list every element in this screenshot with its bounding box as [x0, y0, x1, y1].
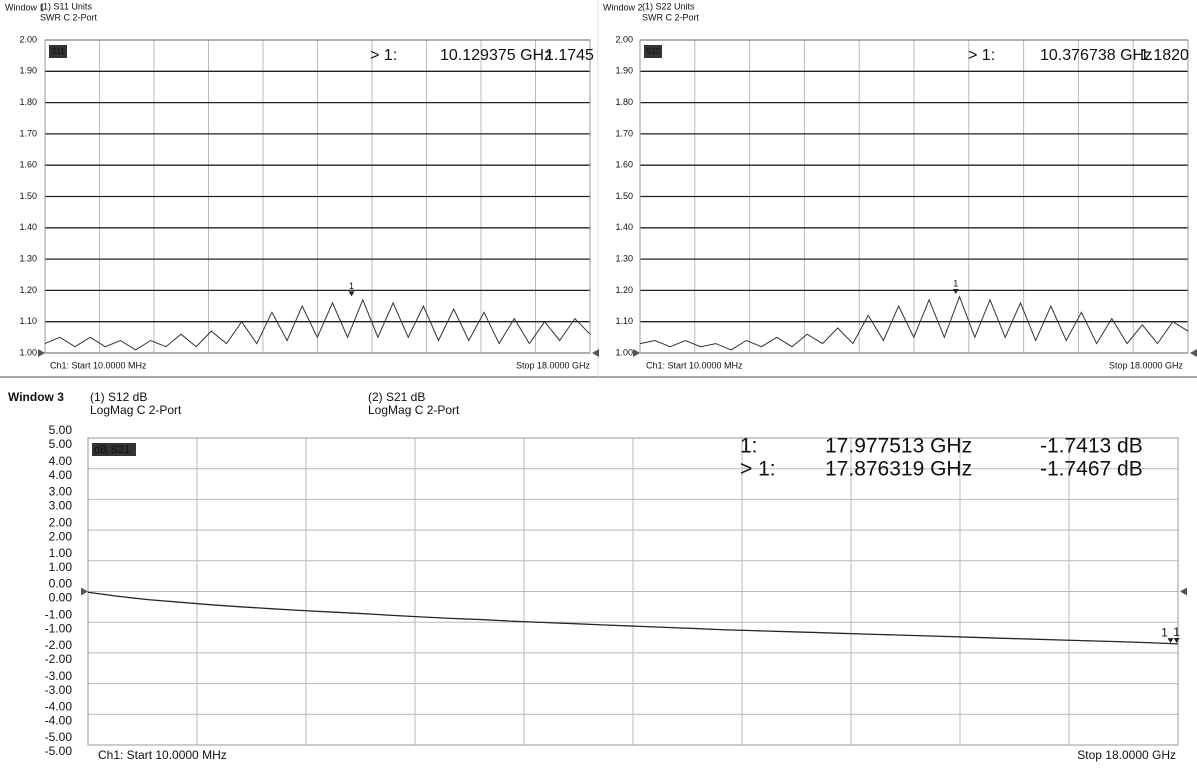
y-tick-label: 1.80 — [615, 97, 633, 107]
y-tick-label: 1.00 — [615, 347, 633, 357]
window-label: Window 1 — [5, 2, 45, 12]
marker — [1173, 637, 1180, 643]
y-tick-label: -4.00 — [45, 699, 73, 713]
trace-title: (1) S22 Units — [642, 1, 695, 11]
marker-value: -1.7467 dB — [1040, 458, 1143, 481]
trace — [44, 298, 591, 351]
marker-prefix: > 1: — [968, 47, 995, 64]
trace-title: (1) S12 dB — [90, 390, 147, 404]
reference-arrow — [633, 349, 640, 357]
y-tick-label: 2.00 — [615, 34, 633, 44]
y-tick-label: -2.00 — [45, 652, 73, 666]
trace — [87, 591, 1179, 645]
channel-tag-label: S11 — [51, 47, 65, 56]
trace-title: (1) S11 Units — [40, 1, 92, 11]
y-tick-label: 1.50 — [615, 191, 633, 201]
y-tick-label: 2.00 — [19, 34, 37, 44]
channel-tag — [644, 45, 662, 58]
marker-frequency: 17.876319 GHz — [825, 458, 972, 481]
marker-prefix: > 1: — [740, 458, 776, 481]
y-tick-label: -2.00 — [45, 638, 73, 652]
y-tick-label: 1.00 — [19, 347, 37, 357]
marker-frequency: 10.129375 GHz — [440, 47, 552, 64]
y-tick-label: 1.40 — [19, 222, 37, 232]
stop-label: Stop 18.0000 GHz — [1077, 748, 1176, 762]
y-tick-label: 1.30 — [615, 253, 633, 263]
start-label: Ch1: Start 10.0000 MHz — [646, 360, 743, 370]
y-tick-label: 1.10 — [615, 316, 633, 326]
reference-arrow — [1190, 349, 1197, 357]
trace-title: (2) S21 dB — [368, 390, 425, 404]
y-tick-label: 0.00 — [49, 577, 73, 591]
y-tick-label: 1.40 — [615, 222, 633, 232]
start-label: Ch1: Start 10.0000 MHz — [50, 360, 147, 370]
marker — [952, 289, 959, 295]
y-tick-label: 1.70 — [615, 128, 633, 138]
y-tick-label: 1.10 — [19, 316, 37, 326]
marker-value: 1.1745 — [545, 47, 594, 64]
y-tick-label: 5.00 — [49, 437, 73, 451]
y-tick-label: 3.00 — [49, 499, 73, 513]
y-tick-label: 1.30 — [19, 253, 37, 263]
y-tick-label: -1.00 — [45, 607, 73, 621]
marker-number: 1 — [349, 281, 354, 291]
marker — [1167, 638, 1174, 644]
marker-value: 1.1820 — [1140, 47, 1189, 64]
y-tick-label: 1.00 — [49, 546, 73, 560]
y-tick-label: 1.90 — [615, 66, 633, 76]
channel-tag-label: dB S21 — [94, 444, 130, 456]
y-tick-label: 1.90 — [19, 66, 37, 76]
channel-tag — [92, 443, 136, 456]
window-label: Window 2 — [603, 2, 643, 12]
window-label: Window 3 — [8, 390, 64, 404]
stop-label: Stop 18.0000 GHz — [516, 360, 591, 370]
y-tick-label: 1.50 — [19, 191, 37, 201]
y-tick-label: 1.80 — [19, 97, 37, 107]
y-tick-label: 1.20 — [19, 285, 37, 295]
marker-value: -1.7413 dB — [1040, 435, 1143, 458]
y-tick-label: 1.00 — [49, 560, 73, 574]
reference-arrow — [1180, 587, 1187, 596]
reference-arrow — [592, 349, 599, 357]
channel-tag-label: S22 — [646, 47, 661, 56]
trace-format: SWR C 2-Port — [642, 12, 700, 22]
y-tick-label: 2.00 — [49, 529, 73, 543]
reference-arrow — [81, 587, 88, 596]
y-tick-label: 1.60 — [19, 160, 37, 170]
trace-format: SWR C 2-Port — [40, 12, 98, 22]
plot-frame — [639, 39, 1189, 354]
y-tick-label: 1.20 — [615, 285, 633, 295]
stop-label: Stop 18.0000 GHz — [1109, 360, 1184, 370]
y-tick-label: 4.00 — [49, 468, 73, 482]
y-tick-label: 2.00 — [49, 515, 73, 529]
trace-format: LogMag C 2-Port — [90, 403, 182, 417]
y-tick-label: -4.00 — [45, 713, 73, 727]
marker-prefix: > 1: — [370, 47, 397, 64]
channel-tag — [49, 45, 67, 58]
y-tick-label: -3.00 — [45, 669, 73, 683]
marker-prefix: 1: — [740, 435, 758, 458]
y-tick-label: -3.00 — [45, 683, 73, 697]
marker-number: 1 — [1161, 625, 1168, 639]
trace — [639, 295, 1189, 351]
start-label: Ch1: Start 10.0000 MHz — [98, 748, 227, 762]
y-tick-label: 5.00 — [49, 423, 73, 437]
marker-frequency: 10.376738 GHz — [1040, 47, 1152, 64]
y-tick-label: -5.00 — [45, 730, 73, 744]
y-tick-label: -1.00 — [45, 621, 73, 635]
reference-arrow — [38, 349, 45, 357]
y-tick-label: 0.00 — [49, 591, 73, 605]
y-tick-label: 4.00 — [49, 454, 73, 468]
marker-frequency: 17.977513 GHz — [825, 435, 972, 458]
marker-number: 1 — [953, 278, 958, 288]
y-tick-label: 1.70 — [19, 128, 37, 138]
plot-frame — [44, 39, 591, 354]
marker-number: 1 — [1173, 625, 1180, 639]
y-tick-label: 1.60 — [615, 160, 633, 170]
trace-format: LogMag C 2-Port — [368, 403, 460, 417]
marker — [348, 291, 355, 297]
y-tick-label: -5.00 — [45, 744, 73, 758]
y-tick-label: 3.00 — [49, 485, 73, 499]
